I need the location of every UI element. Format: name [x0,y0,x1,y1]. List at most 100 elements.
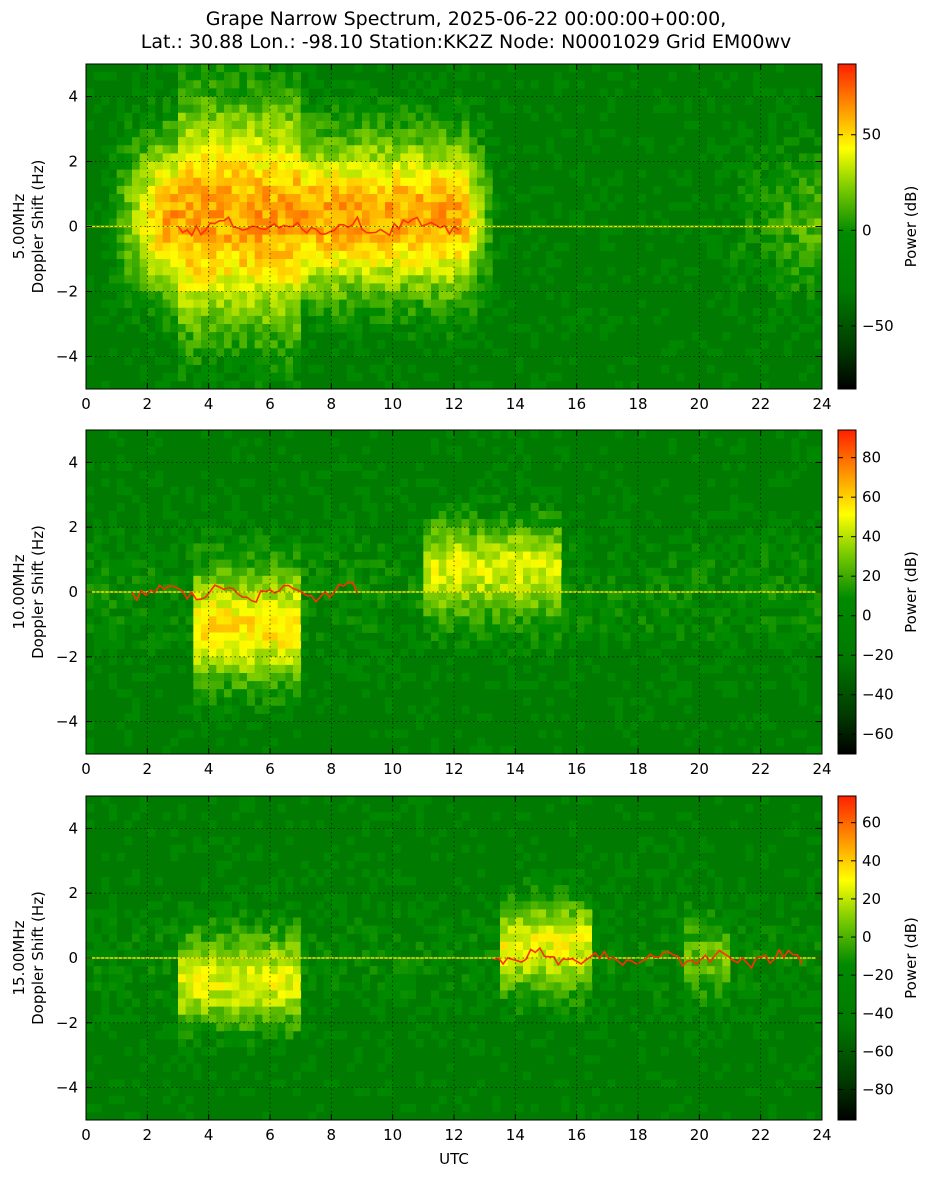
heatmap-cell [116,104,125,114]
heatmap-cell [538,933,547,943]
carrier-trace [177,215,460,238]
heatmap-cell [201,721,210,731]
heatmap-cell [270,527,279,536]
heatmap-cell [316,291,325,301]
heatmap-cell [607,592,616,601]
heatmap-cell [668,535,677,544]
heatmap-cell [162,664,171,674]
heatmap-cell [523,966,532,975]
heatmap-cell [254,608,263,617]
heatmap-cell [408,583,417,593]
heatmap-cell [162,640,171,650]
heatmap-cell [300,796,309,805]
heatmap-cell [277,177,286,187]
heatmap-cell [469,430,478,439]
heatmap-cell [316,259,325,268]
heatmap-cell [385,502,394,512]
heatmap-cell [193,307,202,317]
heatmap-cell [484,543,493,552]
heatmap-cell [676,340,685,349]
heatmap-cell [737,275,746,284]
heatmap-cell [461,974,470,983]
heatmap-cell [461,575,470,585]
heatmap-cell [316,917,325,926]
heatmap-cell [277,356,286,366]
heatmap-cell [477,120,486,130]
heatmap-cell [208,185,217,195]
heatmap-cell [247,592,256,601]
heatmap-cell [492,909,501,918]
heatmap-cell [423,169,432,179]
x-tick-label: 6 [265,760,275,778]
y-tick-label: −4 [56,348,78,366]
heatmap-cell [369,153,378,162]
heatmap-cell [362,624,371,633]
heatmap-cell [331,608,340,617]
heatmap-cell [622,527,631,536]
heatmap-cell [469,624,478,633]
heatmap-cell [208,1022,217,1032]
heatmap-cell [377,161,386,171]
heatmap-cell [316,242,325,252]
heatmap-cell [208,494,217,504]
heatmap-cell [500,535,509,544]
heatmap-cell [109,567,118,577]
heatmap-cell [446,299,455,309]
heatmap-cell [101,608,110,617]
heatmap-cell [139,535,148,544]
heatmap-cell [285,998,294,1007]
heatmap-cell [691,543,700,552]
heatmap-cell [331,917,340,926]
heatmap-cell [599,608,608,617]
heatmap-cell [530,640,539,650]
heatmap-cell [254,291,263,301]
heatmap-cell [155,307,164,317]
heatmap-cell [515,527,524,536]
heatmap-cell [423,315,432,325]
heatmap-cell [239,438,248,447]
heatmap-cell [277,632,286,641]
heatmap-cell [346,616,355,625]
heatmap-cell [185,543,194,552]
heatmap-cell [270,356,279,366]
heatmap-cell [86,949,95,959]
heatmap-cell [201,299,210,309]
heatmap-cell [201,307,210,317]
heatmap-cell [423,324,432,333]
heatmap-cell [477,250,486,260]
heatmap-cell [101,218,110,227]
heatmap-cell [124,966,133,975]
heatmap-cell [208,364,217,374]
heatmap-cell [722,681,731,690]
heatmap-cell [553,80,562,89]
heatmap-cell [201,210,210,219]
heatmap-cell [461,567,470,577]
heatmap-cell [178,185,187,195]
heatmap-cell [561,80,570,89]
heatmap-cell [185,275,194,284]
heatmap-cell [239,194,248,203]
heatmap-cell [216,933,225,943]
heatmap-cell [116,567,125,577]
heatmap-cell [684,283,693,292]
heatmap-cell [730,721,739,731]
heatmap-cell [316,820,325,829]
heatmap-cell [239,129,248,138]
heatmap-cell [155,470,164,479]
heatmap-cell [768,681,777,690]
heatmap-cell [477,543,486,552]
heatmap-cell [178,1030,187,1040]
heatmap-cell [438,315,447,325]
heatmap-cell [262,372,271,382]
heatmap-cell [354,348,363,357]
heatmap-cell [124,616,133,625]
heatmap-cell [776,161,785,171]
heatmap-cell [714,632,723,641]
heatmap-cell [277,949,286,959]
heatmap-cell [408,519,417,528]
heatmap-cell [239,234,248,244]
heatmap-cell [538,583,547,593]
heatmap-cell [339,462,348,471]
heatmap-cell [109,933,118,943]
heatmap-cell [231,1030,240,1040]
